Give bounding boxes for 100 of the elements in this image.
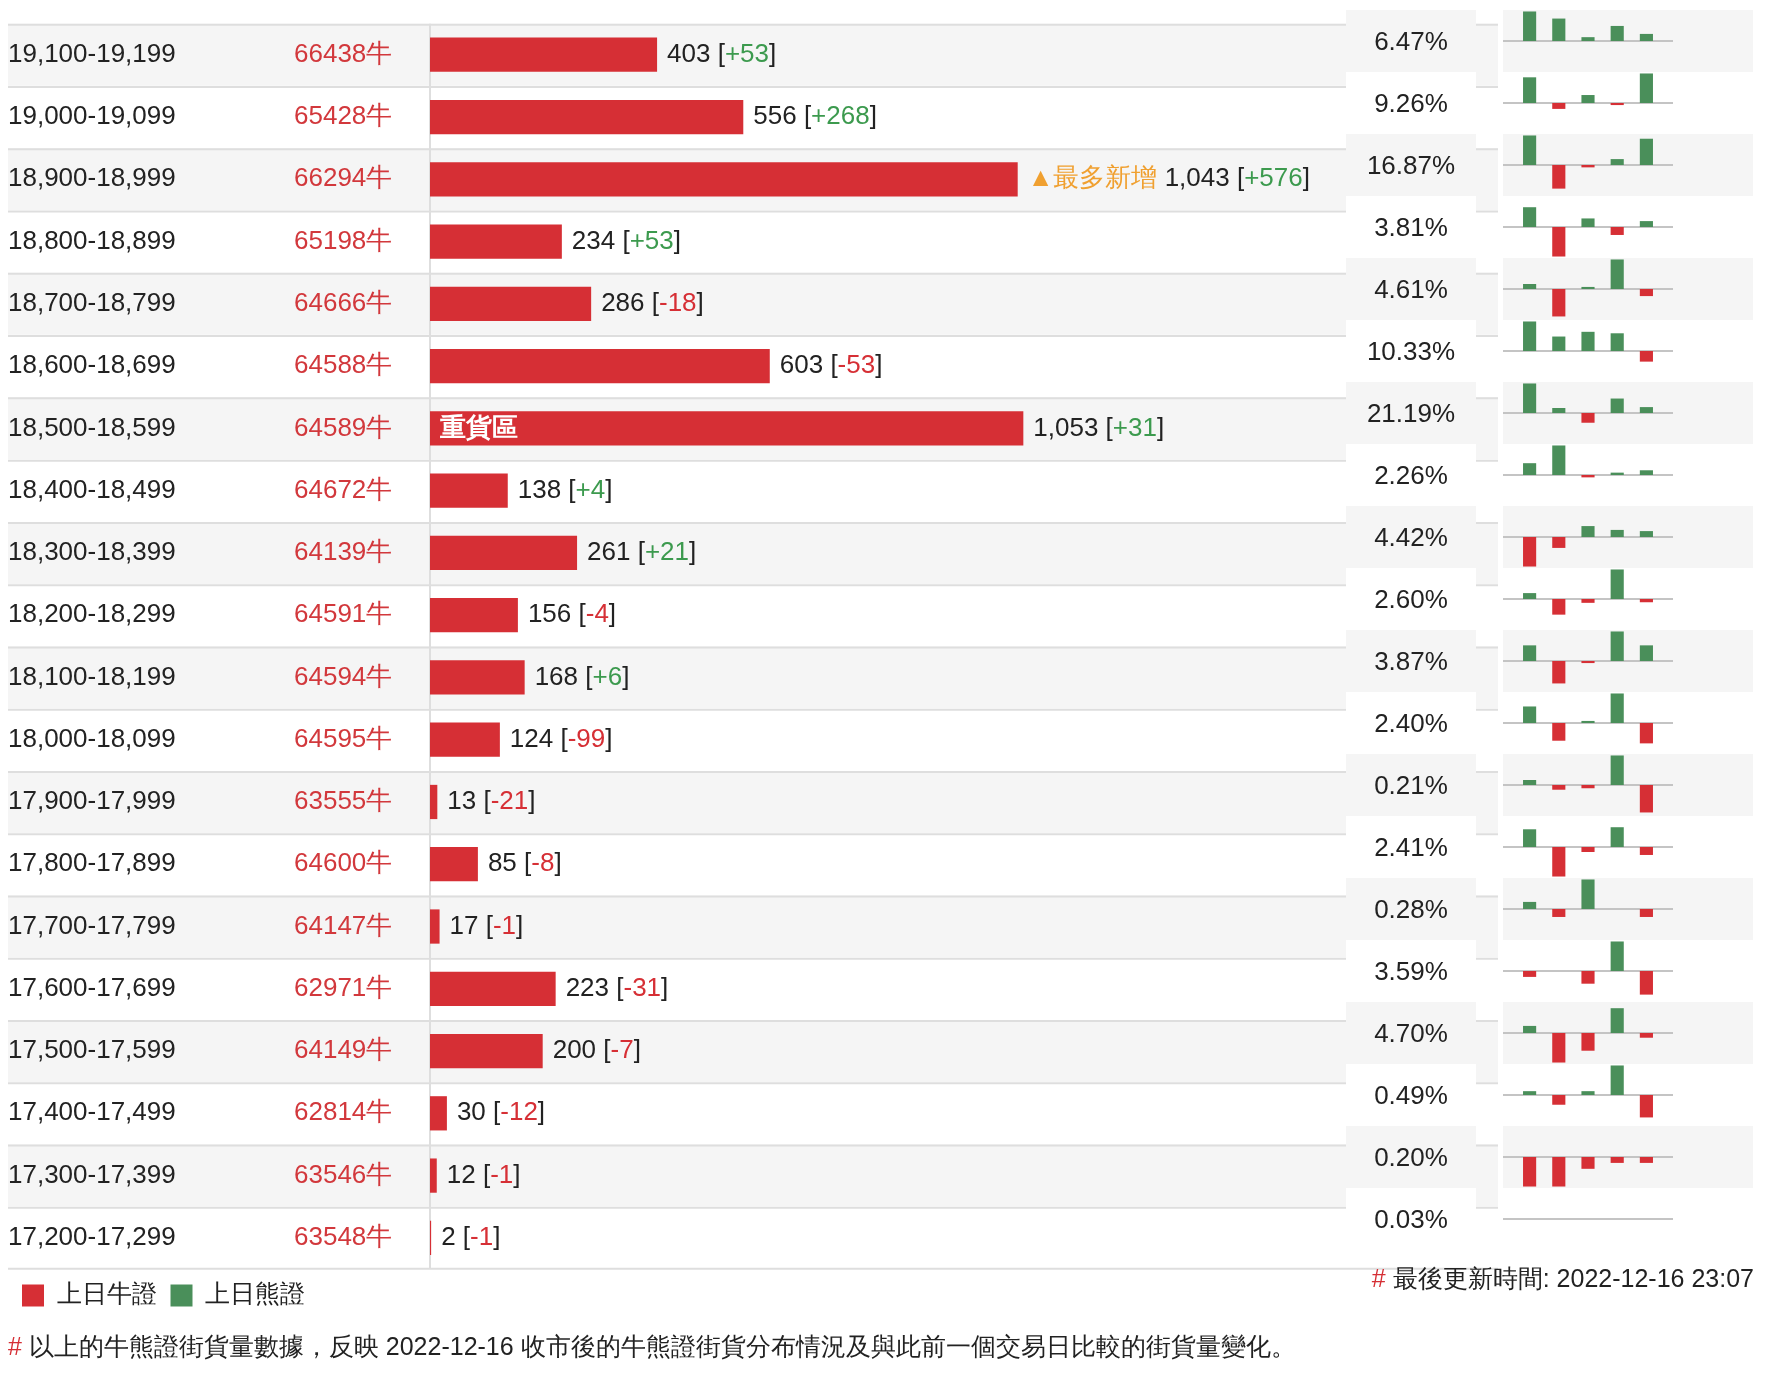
bar — [1523, 207, 1537, 227]
y-tick-label: 17,700-17,799 — [8, 909, 176, 940]
data-label: 12 [-1] — [446, 1158, 521, 1189]
data-label: 2 [-1] — [441, 1221, 501, 1252]
data-label: 556 [+268] — [753, 100, 877, 131]
data-label: 168 [+6] — [534, 660, 630, 691]
bar — [1610, 529, 1624, 537]
y2-tick-label: 65428牛 — [294, 100, 393, 131]
y-tick-label: 18,500-18,599 — [8, 411, 176, 442]
bar — [1552, 18, 1566, 41]
bar — [1552, 407, 1566, 413]
text: 3.59% — [1346, 940, 1476, 1002]
text: 4.70% — [1346, 1002, 1476, 1064]
bar — [1639, 351, 1653, 362]
text: 6.47% — [1346, 10, 1476, 72]
bar — [430, 1033, 543, 1069]
y2-tick-label: 65198牛 — [294, 224, 393, 255]
bar — [1552, 165, 1566, 189]
data-label: 223 [-31] — [565, 971, 669, 1002]
bar — [430, 1096, 447, 1131]
bar — [1581, 475, 1595, 478]
y-tick-label: 18,100-18,199 — [8, 660, 176, 691]
annotation: 重貨區 — [439, 411, 518, 442]
data-label: 603 [-53] — [779, 349, 883, 380]
data-label: 17 [-1] — [449, 909, 524, 940]
text: 21.19% — [1346, 382, 1476, 444]
text: 4.61% — [1346, 258, 1476, 320]
y2-tick-label: 66294牛 — [294, 162, 393, 193]
bar — [430, 99, 744, 135]
bar — [1552, 289, 1566, 317]
y2-tick-label: 63546牛 — [294, 1158, 393, 1189]
data-label: 403 [+53] — [667, 37, 777, 68]
bar — [1552, 445, 1566, 475]
data-label: 124 [-99] — [509, 722, 613, 753]
y-tick-label: 18,200-18,299 — [8, 598, 176, 629]
bar — [1639, 138, 1653, 165]
bar — [430, 473, 508, 508]
y2-tick-label: 66438牛 — [294, 37, 393, 68]
text: 0.20% — [1346, 1126, 1476, 1188]
bar — [1639, 531, 1653, 537]
data-label: 156 [-4] — [527, 598, 617, 629]
text: 2.26% — [1346, 444, 1476, 506]
bar — [1523, 77, 1537, 103]
bar — [1639, 73, 1653, 103]
text: 3.81% — [1346, 196, 1476, 258]
bar — [430, 909, 440, 944]
y-tick-label: 17,900-17,999 — [8, 785, 176, 816]
bar — [1610, 693, 1624, 723]
y2-tick-label: 64672牛 — [294, 473, 393, 504]
bar — [430, 535, 578, 571]
bar — [1610, 25, 1624, 41]
bar — [1610, 103, 1624, 106]
text: 10.33% — [1346, 320, 1476, 382]
bar — [1552, 723, 1566, 741]
y2-tick-label: 64595牛 — [294, 722, 393, 753]
bar — [1523, 383, 1537, 413]
bar — [430, 411, 1024, 446]
y-tick-label: 19,100-19,199 — [8, 37, 176, 68]
data-label: 261 [+21] — [587, 536, 697, 567]
y-tick-label: 18,400-18,499 — [8, 473, 176, 504]
y-tick-label: 19,000-19,099 — [8, 100, 176, 131]
y-tick-label: 17,600-17,699 — [8, 971, 176, 1002]
text: 2.41% — [1346, 816, 1476, 878]
bar — [1523, 463, 1537, 475]
y2-tick-label: 64589牛 — [294, 411, 393, 442]
bar — [1581, 331, 1595, 351]
bar — [1610, 227, 1624, 235]
text: 3.87% — [1346, 630, 1476, 692]
text: 0.28% — [1346, 878, 1476, 940]
bar — [430, 598, 518, 633]
bar — [1523, 135, 1537, 165]
bar — [1639, 33, 1653, 41]
bar — [1523, 706, 1537, 723]
y2-tick-label: 62971牛 — [294, 971, 393, 1002]
bar — [1639, 289, 1653, 297]
y2-tick-label: 64594牛 — [294, 660, 393, 691]
y2-tick-label: 64591牛 — [294, 598, 393, 629]
bar — [1639, 723, 1653, 744]
text: # 以上的牛熊證街貨量數據，反映 2022-12-16 收市後的牛熊證街貨分布情況及與此前一個交易日比較的街貨量變化。 — [8, 1332, 1296, 1360]
bar — [1639, 221, 1653, 227]
text: 2.60% — [1346, 568, 1476, 630]
text: 0.49% — [1346, 1064, 1476, 1126]
legend-label: 上日牛證 — [56, 1279, 157, 1308]
bar — [1581, 413, 1595, 423]
text: 9.26% — [1346, 72, 1476, 134]
bar — [1581, 165, 1595, 168]
bar — [430, 784, 438, 820]
bar — [1581, 286, 1595, 289]
y-tick-label: 17,400-17,499 — [8, 1096, 176, 1127]
bar — [1523, 537, 1537, 567]
bar — [1552, 537, 1566, 548]
y-tick-label: 17,300-17,399 — [8, 1158, 176, 1189]
bar — [1523, 321, 1537, 351]
bar — [1639, 407, 1653, 413]
data-label: 286 [-18] — [601, 286, 704, 317]
y-tick-label: 18,000-18,099 — [8, 722, 176, 753]
y-tick-label: 17,800-17,899 — [8, 847, 176, 878]
data-label: 234 [+53] — [571, 224, 682, 255]
bar — [1523, 11, 1537, 41]
data-label: 85 [-8] — [487, 847, 562, 878]
